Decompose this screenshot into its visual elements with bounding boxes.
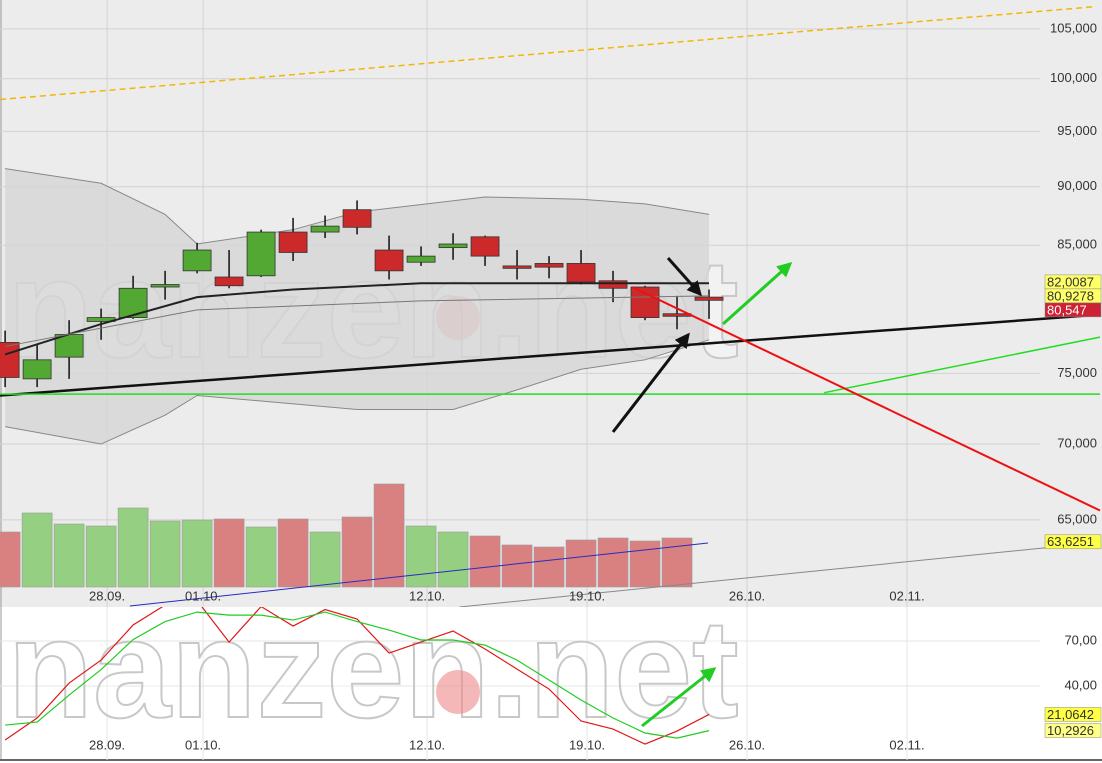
- candle-body: [438, 243, 468, 249]
- overlay-line: [5, 295, 710, 347]
- x-tick-label: 02.11.: [889, 737, 924, 752]
- candle-body: [502, 265, 532, 269]
- arrow: [611, 332, 690, 433]
- x-tick-label: 02.11.: [889, 588, 924, 603]
- x-tick-label: 19.10.: [569, 737, 605, 752]
- candle-body: [246, 231, 276, 277]
- value-marker: [1044, 707, 1102, 722]
- value-marker-label: 80,547: [1047, 302, 1087, 317]
- volume-bar: [245, 526, 277, 588]
- overlay-line: [4, 282, 710, 356]
- volume-bar: [629, 540, 661, 588]
- candle-body: [278, 231, 308, 253]
- candle-body: [694, 296, 724, 301]
- candle-body: [214, 276, 244, 287]
- candle-body: [374, 249, 404, 272]
- arrow: [721, 261, 793, 326]
- y-tick-label: 90,000: [1057, 178, 1097, 193]
- value-marker-label: 21,0642: [1047, 707, 1094, 722]
- value-marker: [1044, 534, 1102, 550]
- candle-body: [0, 342, 20, 378]
- volume-bar: [277, 518, 309, 588]
- volume-bar: [85, 525, 117, 588]
- candle-body: [630, 286, 660, 318]
- y-tick-label: 105,000: [1050, 20, 1097, 35]
- oscillator-line: [4, 607, 710, 745]
- x-tick-label: 01.10.: [185, 588, 221, 603]
- candle-body: [598, 280, 628, 289]
- value-marker-label: 63,6251: [1047, 534, 1094, 549]
- candle-body: [22, 359, 52, 380]
- y-tick-label: 70,000: [1057, 435, 1097, 450]
- y-tick-label: 85,000: [1057, 237, 1097, 252]
- annotations: [611, 257, 793, 728]
- value-marker-label: 82,0087: [1047, 274, 1094, 289]
- volume-bar: [181, 519, 213, 588]
- volume-bar: [501, 544, 533, 588]
- candle-body: [310, 225, 340, 233]
- overlay-line: [824, 336, 1101, 394]
- volume-bar: [117, 507, 149, 588]
- candle-body: [342, 209, 372, 228]
- arrow: [641, 667, 717, 728]
- x-tick-label: 19.10.: [569, 588, 605, 603]
- value-marker: [1044, 302, 1102, 318]
- value-marker-label: 10,2926: [1047, 723, 1094, 738]
- x-tick-label: 26.10.: [729, 588, 765, 603]
- overlay-line: [0, 5, 1095, 101]
- watermark-dot: [436, 670, 480, 714]
- volume-bar: [213, 518, 245, 588]
- band-lower: [5, 339, 710, 445]
- x-tick-label: 26.10.: [729, 737, 765, 752]
- volume-bar: [373, 483, 405, 588]
- y-tick-label: 100,000: [1050, 70, 1097, 85]
- candle-body: [150, 284, 180, 288]
- candle-body: [566, 263, 596, 283]
- volume-bar: [469, 535, 501, 588]
- volume-line: [129, 542, 709, 607]
- volume-bar: [437, 531, 469, 588]
- volume-bar: [0, 531, 21, 588]
- y-tick-label: 75,000: [1057, 365, 1097, 380]
- y-tick-label: 65,000: [1057, 511, 1097, 526]
- x-tick-label: 28.09.: [89, 737, 125, 752]
- oscillator-line: [5, 611, 710, 739]
- candle-body: [182, 249, 212, 272]
- y-tick-label: 95,000: [1057, 123, 1097, 138]
- volume-bar: [149, 520, 181, 588]
- x-tick-label: 01.10.: [185, 737, 221, 752]
- value-marker-label: 80,9278: [1047, 288, 1094, 303]
- candle-body: [470, 236, 500, 257]
- volume-bar: [53, 523, 85, 588]
- y-tick-label: 70,00: [1064, 632, 1097, 647]
- arrow: [666, 257, 702, 297]
- volume-bar: [565, 539, 597, 588]
- volume-bar: [405, 525, 437, 588]
- value-marker: [1044, 723, 1102, 738]
- y-tick-label: 40,00: [1064, 677, 1097, 692]
- volume-bar: [341, 516, 373, 588]
- x-tick-label: 12.10.: [409, 588, 445, 603]
- volume-bar: [597, 537, 629, 588]
- candle-body: [406, 255, 436, 263]
- overlay-line: [0, 313, 1095, 397]
- price-layer: finanzen.net: [0, 0, 1101, 607]
- volume-bar: [21, 512, 53, 588]
- x-tick-label: 12.10.: [409, 737, 445, 752]
- x-tick-label: 28.09.: [89, 588, 125, 603]
- overlay-line: [631, 286, 1101, 512]
- volume-bar: [309, 531, 341, 588]
- volume-bar: [533, 546, 565, 588]
- oscillator-layer: finanzen.net: [0, 590, 1040, 760]
- watermark: finanzen.net: [0, 590, 739, 747]
- candle-body: [534, 263, 564, 268]
- overlay-line: [459, 541, 1101, 607]
- oscillator-panel: [0, 607, 1102, 763]
- band-fill: [5, 168, 710, 445]
